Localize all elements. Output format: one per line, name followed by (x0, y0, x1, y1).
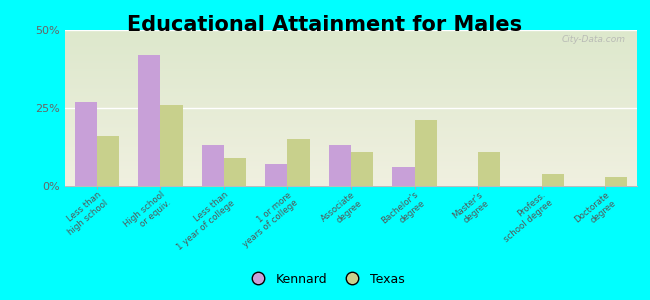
Bar (97, 136, 119, 186)
Bar (265, 164, 287, 186)
Bar (478, 152, 500, 186)
Bar (351, 152, 373, 186)
Legend: Kennard, Texas: Kennard, Texas (240, 268, 410, 291)
Bar (161, 105, 183, 186)
Bar (605, 177, 627, 186)
Bar (224, 158, 246, 186)
Text: City-Data.com: City-Data.com (562, 35, 625, 44)
Bar (138, 55, 161, 186)
Bar (329, 146, 351, 186)
Bar (541, 173, 564, 186)
Bar (287, 139, 309, 186)
Bar (415, 121, 437, 186)
Bar (393, 167, 415, 186)
Bar (202, 146, 224, 186)
Text: Educational Attainment for Males: Educational Attainment for Males (127, 15, 523, 35)
Bar (75, 102, 97, 186)
